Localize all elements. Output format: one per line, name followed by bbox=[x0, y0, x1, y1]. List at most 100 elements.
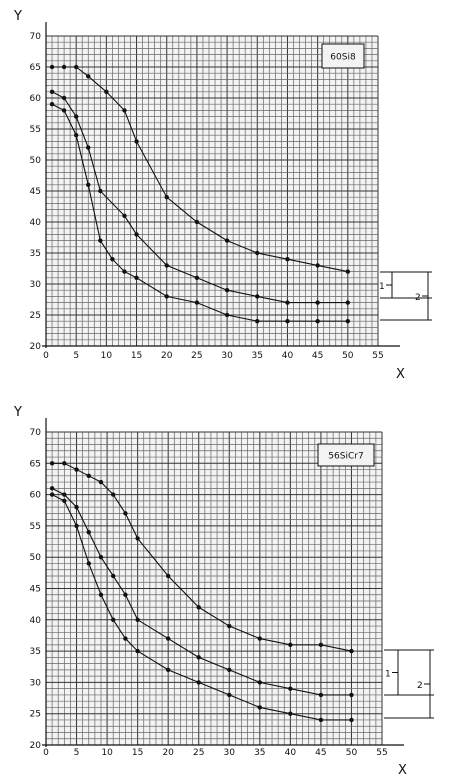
x-tick-label: 55 bbox=[376, 748, 387, 758]
data-point bbox=[196, 605, 201, 610]
y-tick-label: 55 bbox=[30, 522, 41, 532]
data-point bbox=[345, 319, 351, 324]
data-point bbox=[73, 133, 79, 138]
data-point bbox=[285, 319, 290, 324]
data-point bbox=[194, 219, 200, 225]
x-axis-label: X bbox=[396, 367, 405, 382]
y-tick-label: 55 bbox=[30, 125, 41, 135]
x-tick-label: 55 bbox=[372, 351, 383, 361]
data-point bbox=[135, 648, 140, 654]
x-tick-label: 5 bbox=[74, 748, 80, 758]
x-tick-label: 40 bbox=[285, 748, 297, 758]
data-point bbox=[164, 294, 169, 299]
data-point bbox=[49, 486, 55, 491]
series-line bbox=[51, 91, 348, 304]
data-point bbox=[257, 705, 263, 710]
series-2 bbox=[49, 486, 354, 698]
y-tick-label: 20 bbox=[30, 342, 42, 352]
data-point bbox=[224, 238, 230, 243]
x-tick-label: 40 bbox=[282, 351, 294, 361]
series-2 bbox=[49, 89, 351, 305]
data-point bbox=[318, 717, 324, 723]
x-tick-label: 20 bbox=[161, 351, 173, 361]
y-tick-label: 70 bbox=[30, 428, 42, 438]
chart-title: 56SiCr7 bbox=[328, 452, 363, 462]
data-point bbox=[196, 680, 201, 685]
dimension-brackets: 12 bbox=[384, 649, 434, 719]
x-tick-label: 30 bbox=[221, 351, 233, 361]
chart-title: 60Si8 bbox=[330, 53, 356, 63]
data-point bbox=[74, 504, 79, 510]
data-point bbox=[111, 492, 116, 497]
data-point bbox=[349, 692, 354, 698]
y-tick-label: 60 bbox=[30, 94, 42, 104]
data-point bbox=[165, 667, 171, 673]
y-tick-label: 45 bbox=[30, 585, 41, 595]
data-point bbox=[61, 95, 67, 101]
dimension-brackets: 12 bbox=[379, 271, 432, 321]
data-point bbox=[73, 114, 79, 119]
data-point bbox=[134, 275, 139, 280]
data-point bbox=[288, 642, 293, 648]
annotation-2: 2 bbox=[415, 293, 421, 303]
y-tick-label: 50 bbox=[30, 156, 42, 166]
series-3 bbox=[49, 492, 354, 723]
annotation-1: 1 bbox=[385, 670, 391, 680]
series-3 bbox=[49, 102, 351, 324]
data-point bbox=[123, 511, 128, 516]
data-point bbox=[164, 263, 169, 268]
data-point bbox=[98, 238, 103, 243]
data-point bbox=[61, 108, 67, 113]
data-point bbox=[122, 269, 127, 274]
data-point bbox=[123, 636, 128, 641]
data-point bbox=[49, 102, 55, 107]
data-point bbox=[257, 636, 263, 641]
data-point bbox=[135, 536, 140, 541]
chart-title-box bbox=[317, 443, 375, 467]
y-tick-label: 40 bbox=[30, 218, 42, 228]
annotation-1: 1 bbox=[379, 282, 385, 292]
y-tick-label: 60 bbox=[30, 491, 42, 501]
data-point bbox=[224, 312, 230, 318]
data-point bbox=[86, 145, 91, 150]
chart-title-box bbox=[321, 43, 365, 69]
x-tick-label: 10 bbox=[101, 748, 113, 758]
data-point bbox=[49, 89, 55, 95]
data-point bbox=[62, 498, 67, 504]
y-tick-label: 50 bbox=[30, 553, 42, 563]
y-tick-label: 35 bbox=[30, 249, 41, 259]
data-point bbox=[349, 717, 354, 723]
series-1 bbox=[49, 461, 354, 654]
y-tick-label: 65 bbox=[30, 459, 41, 469]
data-point bbox=[111, 573, 116, 579]
data-point bbox=[135, 617, 140, 622]
y-tick-label: 20 bbox=[30, 741, 42, 751]
series-line bbox=[52, 66, 348, 273]
data-point bbox=[49, 64, 55, 70]
data-point bbox=[285, 257, 290, 262]
y-tick-label: 65 bbox=[30, 63, 41, 73]
data-point bbox=[285, 300, 290, 305]
data-point bbox=[86, 473, 91, 479]
y-axis-label: Y bbox=[13, 405, 22, 420]
chart-56sicr7: 20 25 30 35 40 45 50 55 60 65 70 0 5 10 15 20 25 30 35 40 45… bbox=[13, 405, 434, 778]
data-point bbox=[111, 617, 116, 622]
data-point bbox=[86, 74, 91, 79]
data-point bbox=[255, 294, 260, 299]
data-point bbox=[318, 642, 324, 648]
data-point bbox=[86, 561, 91, 566]
data-point bbox=[255, 319, 260, 324]
data-point bbox=[73, 64, 79, 70]
data-point bbox=[315, 263, 320, 268]
x-tick-label: 25 bbox=[191, 351, 202, 361]
data-point bbox=[224, 288, 230, 293]
x-tick-label: 0 bbox=[43, 748, 49, 758]
y-tick-label: 30 bbox=[30, 678, 42, 688]
x-tick-label: 45 bbox=[312, 351, 323, 361]
data-point bbox=[62, 461, 67, 466]
data-point bbox=[349, 648, 354, 654]
annotation-2: 2 bbox=[417, 681, 423, 691]
x-tick-label: 25 bbox=[193, 748, 204, 758]
y-tick-label: 25 bbox=[30, 710, 41, 720]
